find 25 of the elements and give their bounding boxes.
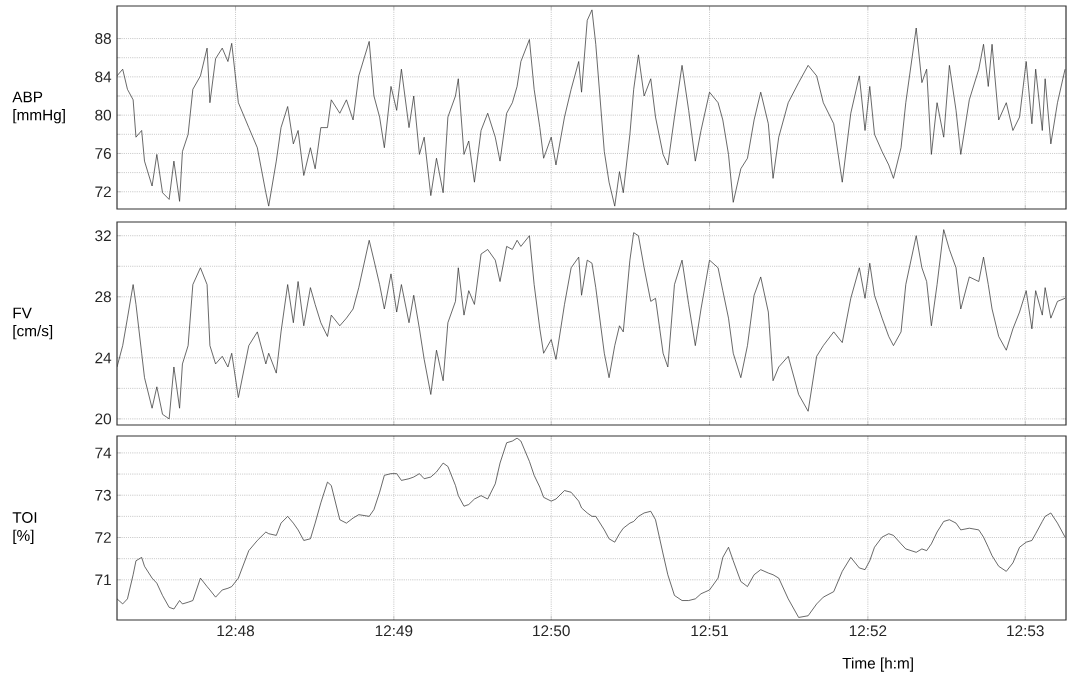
y-tick-label: 71	[95, 574, 111, 586]
y-tick-label: 73	[95, 489, 111, 501]
y-tick-label: 20	[95, 413, 112, 425]
x-tick-label: 12:50	[533, 625, 570, 637]
x-tick-label: 12:49	[375, 625, 413, 637]
y-tick-label: 24	[95, 352, 112, 364]
y-tick-label: 32	[95, 230, 111, 242]
y-tick-label: 84	[95, 71, 112, 83]
x-tick-label: 12:48	[217, 625, 255, 637]
y-tick-label: 76	[95, 148, 111, 159]
x-tick-label: 12:53	[1007, 625, 1044, 637]
y-tick-label: 88	[95, 33, 111, 44]
y-tick-label: 74	[95, 447, 112, 459]
y-axis-title: ABP [mmHg]	[12, 91, 65, 124]
line-series	[117, 437, 1066, 618]
y-axis-title: TOI [%]	[12, 512, 37, 544]
y-tick-label: 28	[95, 291, 111, 303]
x-tick-label: 12:52	[849, 625, 887, 637]
y-tick-label: 80	[95, 109, 112, 121]
y-tick-label: 72	[95, 186, 111, 198]
x-axis-title: Time [h:m]	[842, 657, 913, 672]
y-axis-title: FV [cm/s]	[13, 307, 53, 340]
y-tick-label: 72	[95, 532, 111, 543]
x-tick-label: 12:51	[691, 625, 728, 637]
line-series	[117, 9, 1066, 207]
